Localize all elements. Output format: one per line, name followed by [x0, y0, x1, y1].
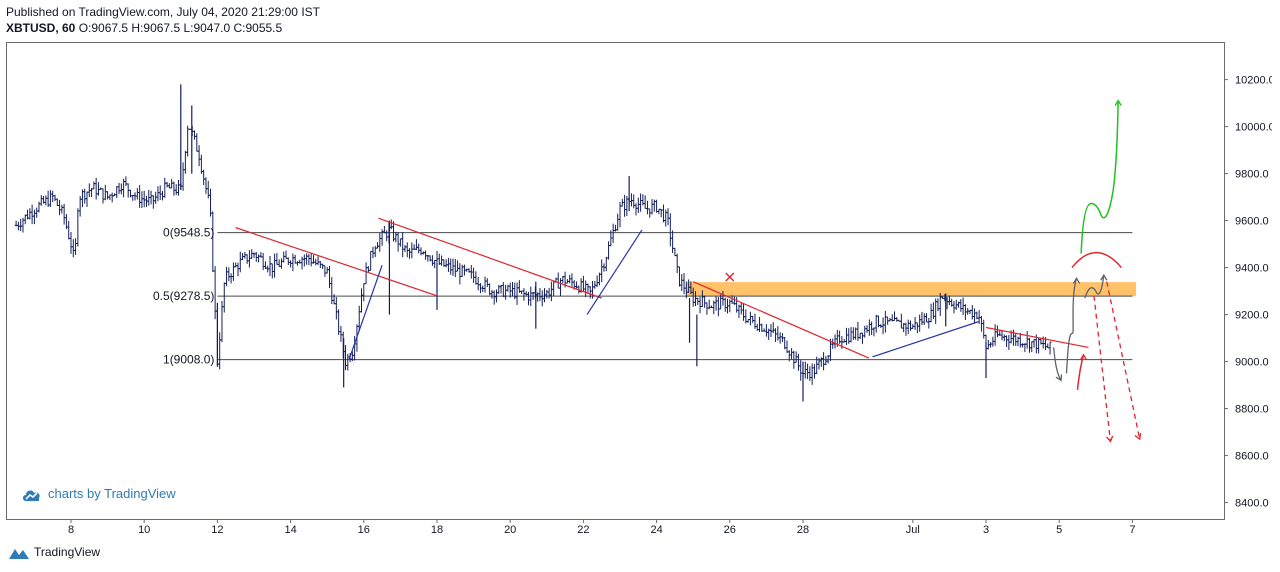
y-tick-label: 8400.0	[1235, 498, 1269, 510]
blue-trendline	[348, 265, 383, 360]
gray-arrowhead	[1100, 273, 1108, 281]
candles-group	[14, 84, 1052, 402]
tradingview-logo-icon	[9, 548, 29, 559]
chart-area[interactable]: 8400.0 8600.0 8800.0 9000.0 9200.0 9400.0 9600…	[6, 42, 1275, 536]
x-tick-label: 5	[1056, 524, 1062, 536]
y-tick-label: 8800.0	[1235, 404, 1269, 416]
x-tick-label: 8	[68, 524, 74, 536]
y-tick-label: 10200.0	[1235, 75, 1272, 87]
x-tick-label: Jul	[906, 524, 920, 536]
cloud-chart-icon	[23, 490, 40, 501]
x-tick-label: 28	[797, 524, 809, 536]
x-tick-label: 3	[983, 524, 989, 536]
red-trendline	[378, 217, 602, 299]
red-projection-arrow	[1076, 354, 1085, 390]
red-arrowhead	[1106, 435, 1114, 443]
x-tick-label: 18	[431, 524, 443, 536]
x-tick-label: 14	[284, 524, 296, 536]
y-tick-label: 8600.0	[1235, 451, 1269, 463]
x-tick-label: 26	[724, 524, 736, 536]
fib-level-label: 1(9008.0)	[163, 353, 214, 367]
price-chart[interactable]: 8400.0 8600.0 8800.0 9000.0 9200.0 9400.0 9600…	[6, 42, 1275, 536]
y-tick-label: 9400.0	[1235, 263, 1269, 275]
footer-brand-text: TradingView	[34, 545, 101, 559]
y-tick-label: 9600.0	[1235, 216, 1269, 228]
footer-brand[interactable]: TradingView	[8, 545, 100, 560]
symbol-ohlc: XBTUSD, 60 O:9067.5 H:9067.5 L:9047.0 C:…	[6, 21, 282, 35]
red-trendline	[985, 326, 1089, 349]
tradingview-watermark[interactable]: charts by TradingView	[22, 486, 176, 502]
red-trendline	[692, 281, 870, 359]
y-tick-label: 9200.0	[1235, 310, 1269, 322]
gray-projection-arrow	[1065, 278, 1078, 374]
red-arc	[1071, 252, 1122, 269]
fib-level-label: 0.5(9278.5)	[153, 289, 214, 303]
fib-level-label: 0(9548.5)	[163, 226, 214, 240]
ohlc-values: O:9067.5 H:9067.5 L:9047.0 C:9055.5	[78, 21, 283, 35]
green-projection-arrow	[1080, 100, 1119, 254]
x-tick-label: 16	[358, 524, 370, 536]
x-tick-label: 7	[1129, 524, 1135, 536]
y-tick-label: 9800.0	[1235, 169, 1269, 181]
published-info: Published on TradingView.com, July 04, 2…	[6, 5, 320, 19]
resistance-zone	[685, 282, 1137, 297]
green-arrowhead	[1114, 99, 1122, 106]
x-marker	[725, 272, 735, 282]
watermark-text: charts by TradingView	[48, 486, 176, 501]
x-tick-label: 10	[138, 524, 150, 536]
gray-projection-arrow	[1084, 275, 1105, 299]
y-tick-label: 9000.0	[1235, 357, 1269, 369]
x-tick-label: 20	[504, 524, 516, 536]
blue-trendline	[872, 321, 979, 358]
x-tick-label: 22	[577, 524, 589, 536]
x-tick-label: 12	[211, 524, 223, 536]
gray-arrowhead	[1072, 277, 1081, 284]
symbol-label: XBTUSD, 60	[6, 21, 76, 35]
y-tick-label: 10000.0	[1235, 122, 1272, 134]
gray-arrowhead	[1055, 374, 1063, 382]
plot-frame	[6, 42, 1225, 520]
blue-trendline	[586, 229, 643, 315]
gray-projection-arrow	[1053, 347, 1062, 381]
red-dashed-arrow	[1093, 295, 1112, 442]
red-arrowhead	[1079, 353, 1088, 361]
red-arrowhead	[1134, 433, 1142, 441]
x-tick-label: 24	[650, 524, 662, 536]
red-trendline	[235, 227, 438, 297]
